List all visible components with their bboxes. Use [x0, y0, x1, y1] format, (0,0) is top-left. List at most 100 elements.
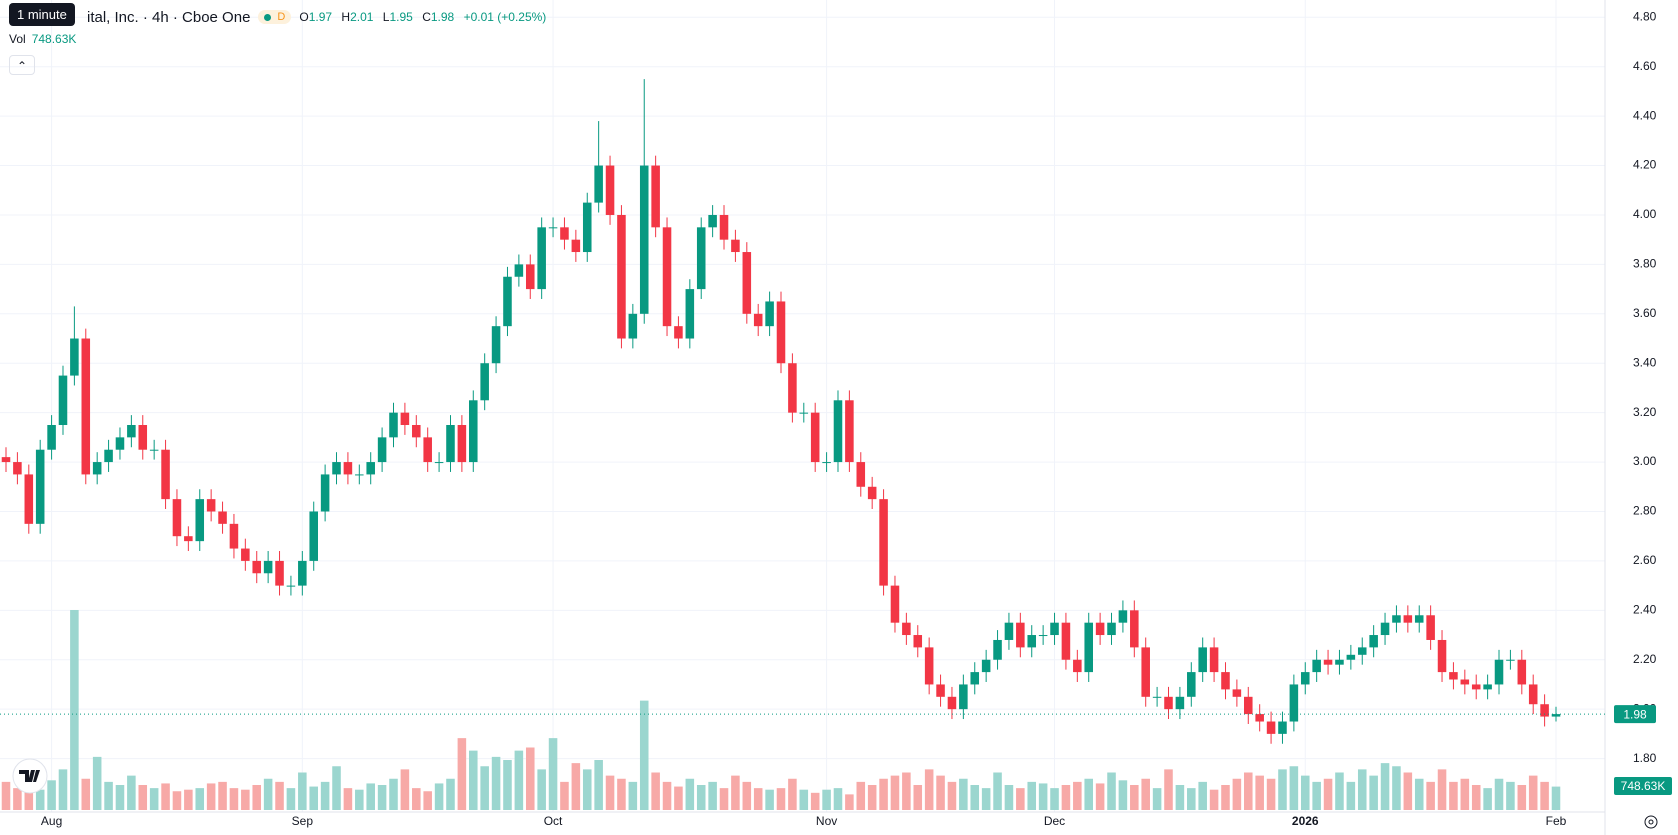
candle-body	[833, 400, 843, 463]
ohlc-field: O	[299, 10, 309, 24]
volume-bar	[1095, 783, 1105, 810]
volume-bar	[1209, 789, 1219, 810]
volume-bar	[343, 788, 353, 810]
volume-bar	[1278, 769, 1287, 810]
volume-bar	[1540, 781, 1549, 810]
candle-body	[377, 437, 387, 463]
legend-row: ital, Inc. · 4h · Cboe One D O1.97 H2.01…	[9, 5, 552, 29]
candle-body	[161, 449, 170, 500]
volume-bar	[252, 785, 262, 810]
candle-body	[275, 560, 284, 586]
volume-bar	[1050, 788, 1059, 810]
candle-body	[115, 437, 125, 450]
candle-body	[1471, 684, 1481, 690]
ohlc-field: L	[382, 10, 390, 24]
candle-body	[1506, 659, 1515, 661]
volume-bar	[377, 785, 387, 810]
volume-bar	[571, 763, 581, 810]
volume-bar	[172, 791, 182, 810]
volume-bar	[1084, 778, 1093, 810]
candle-body	[1221, 672, 1230, 690]
badge-text: D	[277, 11, 286, 23]
volume-bar	[970, 785, 980, 810]
candle-body	[81, 338, 91, 475]
logo-mark	[19, 770, 40, 782]
candle-body	[788, 363, 797, 413]
candle-body	[1460, 679, 1470, 685]
candle-body	[104, 449, 113, 463]
x-tick-label: Feb	[1546, 814, 1567, 828]
volume-bar	[480, 766, 489, 810]
candle-body	[138, 425, 148, 450]
volume-bar	[1130, 785, 1139, 810]
candle-body	[1323, 659, 1333, 665]
candle-body	[514, 264, 524, 277]
candle-body	[1016, 622, 1025, 648]
volume-bar	[218, 781, 227, 810]
candle-body	[1175, 696, 1185, 710]
y-tick-label: 3.20	[1633, 405, 1657, 419]
candle-body	[582, 202, 592, 253]
volume-bar	[1175, 785, 1185, 810]
collapse-button[interactable]: ⌃	[9, 55, 35, 75]
candle-body	[1437, 639, 1447, 673]
candle-body	[218, 511, 227, 524]
candle-body	[24, 474, 34, 524]
symbol-title[interactable]: ital, Inc. · 4h · Cboe One	[87, 8, 251, 26]
volume-bar	[1244, 772, 1253, 810]
candle-body	[1084, 622, 1093, 673]
candle-body	[947, 696, 957, 710]
status-badge[interactable]: D	[258, 10, 292, 24]
volume-bar	[263, 778, 273, 810]
volume-bar	[1255, 775, 1264, 810]
candle-body	[1289, 684, 1299, 722]
ohlc-field: H	[341, 10, 351, 24]
candle-body	[1392, 615, 1401, 623]
candle-body	[981, 659, 991, 673]
candle-body	[1357, 647, 1367, 655]
volume-bar	[1414, 778, 1424, 810]
volume-bar	[161, 783, 170, 810]
volume-bar	[35, 789, 45, 810]
candle-body	[1141, 647, 1150, 697]
candle-body	[639, 165, 649, 314]
volume-bar	[582, 769, 592, 810]
candle-body	[605, 165, 615, 215]
candle-body	[1232, 689, 1242, 697]
volume-bar	[332, 766, 341, 810]
candle-body	[924, 647, 934, 685]
candle-body	[548, 227, 558, 229]
candle-body	[343, 462, 353, 475]
volume-bar	[434, 783, 444, 810]
volume-bar	[1471, 785, 1481, 810]
ohlc-field: C	[422, 10, 431, 24]
volume-bar	[1528, 775, 1538, 810]
volume-bar	[104, 781, 113, 810]
volume-bar	[525, 747, 535, 810]
volume-bar	[1038, 783, 1048, 810]
candle-body	[320, 474, 330, 512]
volume-bar	[879, 778, 888, 810]
candle-body	[1551, 714, 1561, 717]
volume-bar	[685, 778, 695, 810]
candle-body	[674, 326, 683, 339]
volume-bar	[639, 700, 649, 810]
candle-body	[491, 326, 501, 364]
volume-bar	[320, 781, 330, 810]
candle-body	[537, 227, 546, 290]
volume-bar	[1073, 781, 1082, 810]
volume-bar	[206, 783, 216, 810]
change: +0.01 (+0.25%)	[463, 10, 547, 24]
candle-body	[617, 214, 626, 339]
candle-body	[1050, 622, 1059, 636]
candle-body	[913, 635, 923, 648]
candle-body	[1426, 615, 1435, 640]
volume-bar	[742, 781, 752, 810]
ohlc-value: 1.97	[308, 10, 333, 24]
candle-body	[810, 412, 820, 463]
volume-bar	[890, 775, 900, 810]
volume-value: 748.63K	[31, 32, 77, 46]
volume-bar	[902, 772, 911, 810]
candle-body	[286, 585, 296, 587]
